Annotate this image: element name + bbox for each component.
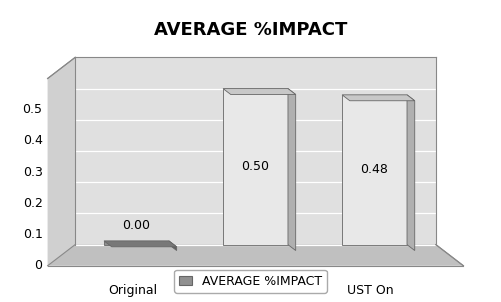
Polygon shape (104, 241, 169, 245)
Text: 0.2: 0.2 (23, 197, 43, 210)
Polygon shape (75, 57, 436, 245)
Polygon shape (342, 95, 415, 101)
Text: 0.48: 0.48 (361, 163, 388, 176)
Polygon shape (288, 88, 296, 251)
Text: Markers On: Markers On (216, 284, 288, 297)
Text: 0.1: 0.1 (23, 228, 43, 241)
Text: 0.5: 0.5 (23, 103, 43, 116)
Text: 0.00: 0.00 (122, 219, 150, 232)
Polygon shape (48, 57, 75, 266)
Text: 0.4: 0.4 (23, 134, 43, 147)
Polygon shape (407, 95, 415, 251)
Text: AVERAGE %IMPACT: AVERAGE %IMPACT (154, 21, 347, 39)
Polygon shape (169, 241, 177, 251)
Polygon shape (48, 245, 463, 266)
Text: 0.50: 0.50 (241, 160, 270, 173)
Polygon shape (342, 95, 407, 245)
Text: 0.3: 0.3 (23, 165, 43, 179)
Text: Original: Original (108, 284, 157, 297)
Polygon shape (223, 88, 288, 245)
Polygon shape (223, 88, 296, 95)
Polygon shape (104, 241, 177, 247)
Legend: AVERAGE %IMPACT: AVERAGE %IMPACT (174, 270, 327, 293)
Text: UST On: UST On (347, 284, 394, 297)
Text: 0: 0 (35, 259, 43, 272)
